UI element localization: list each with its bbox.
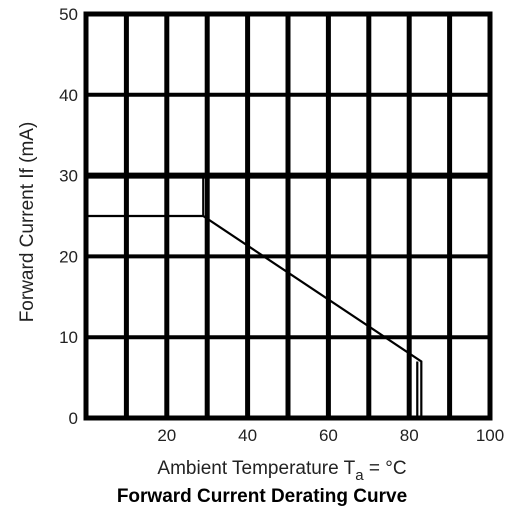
x-tick-label-100: 100 xyxy=(476,426,504,445)
y-tick-label-50: 50 xyxy=(59,5,78,24)
series-layer xyxy=(86,175,423,420)
grid-layer xyxy=(86,14,490,418)
plot-frame xyxy=(83,11,493,421)
series-line-0 xyxy=(86,214,423,420)
x-tick-label-80: 80 xyxy=(400,426,419,445)
x-tick-label-20: 20 xyxy=(157,426,176,445)
y-axis-label: Forward Current If (mA) xyxy=(17,122,38,323)
y-tick-label-40: 40 xyxy=(59,86,78,105)
chart-title: Forward Current Derating Curve xyxy=(117,486,407,507)
x-axis-label-main: Ambient Temperature T xyxy=(157,458,355,479)
x-tick-label-60: 60 xyxy=(319,426,338,445)
x-axis-label-subscript: a xyxy=(355,467,364,484)
y-tick-label-30: 30 xyxy=(59,167,78,186)
y-tick-label-10: 10 xyxy=(59,328,78,347)
x-tick-labels: 20 40 60 80 100 xyxy=(157,426,504,445)
x-axis-label-suffix: = °C xyxy=(364,458,407,479)
x-tick-label-40: 40 xyxy=(238,426,257,445)
y-tick-labels: 0 10 20 30 40 50 xyxy=(59,5,78,428)
x-axis-label: Ambient Temperature Ta = °C xyxy=(157,458,406,484)
y-tick-label-0: 0 xyxy=(69,409,78,428)
y-tick-label-20: 20 xyxy=(59,247,78,266)
